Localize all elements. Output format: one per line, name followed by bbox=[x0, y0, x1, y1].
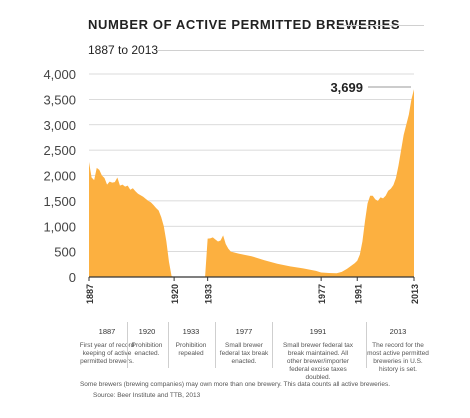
x-tick-label: 1991 bbox=[353, 284, 363, 304]
annotation-2013: 2013 The record for the most active permi… bbox=[365, 328, 431, 374]
annotation-text: Prohibition enacted. bbox=[131, 342, 163, 357]
callout-value: 3,699 bbox=[330, 80, 363, 95]
annotation-year: 2013 bbox=[389, 327, 407, 336]
annotation-1887: 1887 First year of record keeping of acti… bbox=[79, 328, 135, 366]
annotation-year: 1933 bbox=[182, 327, 200, 336]
annotation-1977: 1977 Small brewer federal tax break enact… bbox=[217, 328, 271, 366]
annotation-separator bbox=[215, 322, 216, 368]
annotation-1991: 1991 Small brewer federal tax break maint… bbox=[281, 328, 355, 382]
annotation-year: 1977 bbox=[235, 327, 253, 336]
annotation-separator bbox=[272, 322, 273, 368]
annotation-text: First year of record keeping of active p… bbox=[79, 342, 135, 365]
annotation-text: Prohibition repealed bbox=[175, 342, 207, 357]
annotation-text: Small brewer federal tax break maintaine… bbox=[282, 342, 354, 381]
annotation-separator bbox=[168, 322, 169, 368]
x-tick-label: 1920 bbox=[170, 284, 180, 304]
footnote: Some brewers (brewing companies) may own… bbox=[79, 381, 391, 388]
annotation-1933: 1933 Prohibition repealed bbox=[170, 328, 212, 358]
x-tick-label: 1887 bbox=[85, 284, 95, 304]
annotation-text: Small brewer federal tax break enacted. bbox=[219, 342, 269, 365]
annotation-1920: 1920 Prohibition enacted. bbox=[125, 328, 169, 358]
title-rule bbox=[337, 25, 424, 26]
annotation-separator bbox=[366, 322, 367, 368]
subtitle-rule bbox=[158, 50, 424, 51]
x-tick-label: 1977 bbox=[317, 284, 327, 304]
annotation-text: The record for the most active permitted… bbox=[367, 342, 429, 373]
y-tick-label: 500 bbox=[54, 245, 76, 260]
x-tick-label: 2013 bbox=[410, 284, 420, 304]
annotation-year: 1991 bbox=[309, 327, 327, 336]
y-tick-label: 1,000 bbox=[43, 219, 76, 234]
y-tick-label: 4,000 bbox=[43, 67, 76, 82]
annotation-year: 1887 bbox=[98, 327, 116, 336]
y-tick-label: 0 bbox=[69, 270, 76, 285]
y-tick-label: 3,000 bbox=[43, 118, 76, 133]
source-note: Source: Beer Institute and TTB, 2013 bbox=[93, 392, 201, 399]
y-tick-label: 3,500 bbox=[43, 92, 76, 107]
y-tick-label: 2,000 bbox=[43, 169, 76, 184]
annotation-year: 1920 bbox=[138, 327, 156, 336]
y-tick-label: 1,500 bbox=[43, 194, 76, 209]
x-tick-label: 1933 bbox=[204, 284, 214, 304]
y-tick-label: 2,500 bbox=[43, 143, 76, 158]
annotation-separator bbox=[127, 322, 128, 368]
series-area bbox=[89, 89, 414, 277]
chart-subtitle: 1887 to 2013 bbox=[88, 43, 159, 57]
chart-title: NUMBER OF ACTIVE PERMITTED BREWERIES bbox=[88, 17, 401, 32]
